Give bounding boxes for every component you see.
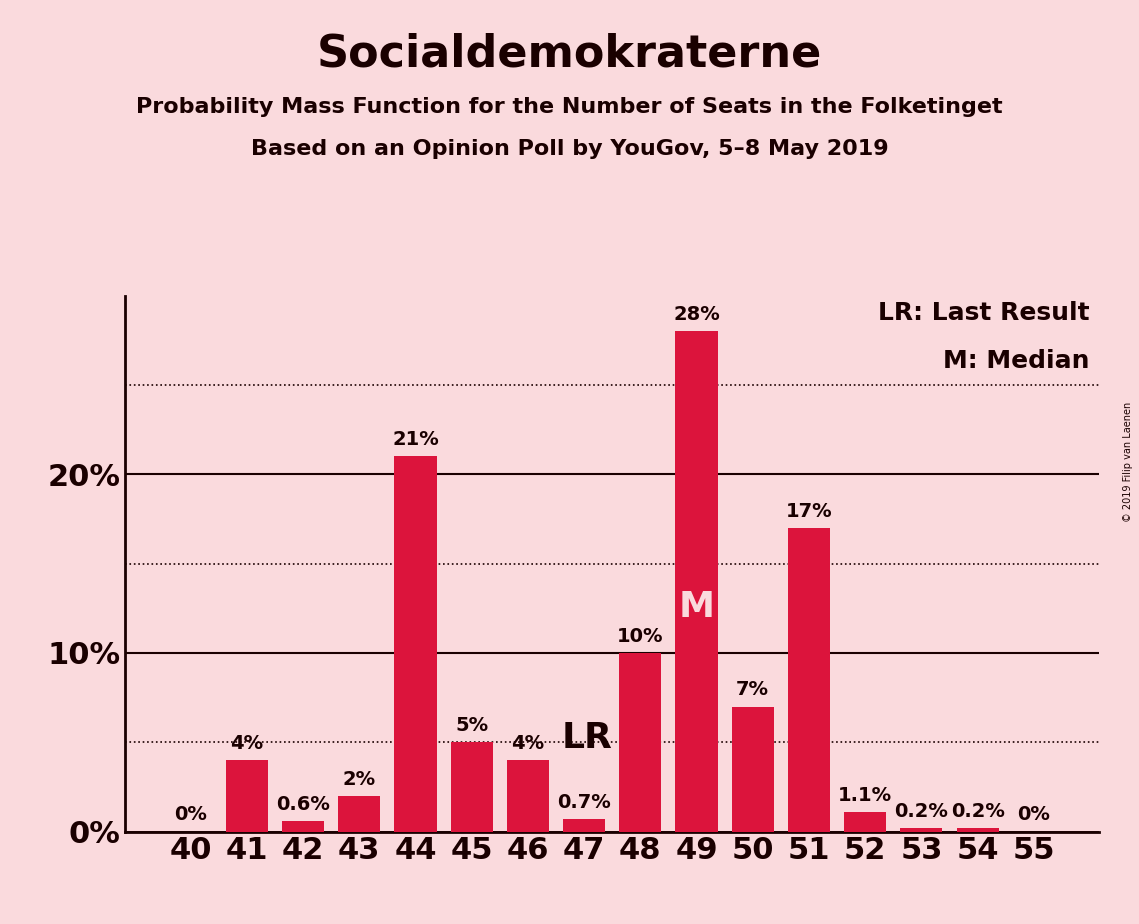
Bar [957,828,999,832]
Text: 17%: 17% [786,502,833,521]
Text: LR: LR [562,721,613,755]
Text: 10%: 10% [617,626,664,646]
Text: 2%: 2% [343,770,376,789]
Text: 0.6%: 0.6% [276,795,330,814]
Text: 4%: 4% [230,734,263,753]
Text: 0.2%: 0.2% [894,802,949,821]
Text: 1.1%: 1.1% [838,785,892,805]
Text: 28%: 28% [673,305,720,324]
Text: 7%: 7% [736,680,769,699]
Text: 0.7%: 0.7% [557,793,611,812]
Text: Probability Mass Function for the Number of Seats in the Folketinget: Probability Mass Function for the Number… [137,97,1002,117]
Bar [675,332,718,832]
Text: 0.2%: 0.2% [951,802,1005,821]
Bar [620,653,662,832]
Bar [844,812,886,832]
Text: 4%: 4% [511,734,544,753]
Text: 0%: 0% [174,806,207,824]
Bar [451,742,493,832]
Text: 21%: 21% [392,431,439,449]
Bar [900,828,942,832]
Text: Socialdemokraterne: Socialdemokraterne [317,32,822,76]
Bar [563,819,605,832]
Text: M: M [679,590,714,624]
Text: 5%: 5% [456,716,489,736]
Text: © 2019 Filip van Laenen: © 2019 Filip van Laenen [1123,402,1133,522]
Bar [394,456,436,832]
Bar [282,821,325,832]
Text: 0%: 0% [1017,806,1050,824]
Text: Based on an Opinion Poll by YouGov, 5–8 May 2019: Based on an Opinion Poll by YouGov, 5–8 … [251,139,888,159]
Bar [788,528,830,832]
Bar [338,796,380,832]
Text: LR: Last Result: LR: Last Result [878,301,1089,325]
Bar [507,760,549,832]
Bar [731,707,773,832]
Bar [226,760,268,832]
Text: M: Median: M: Median [943,349,1089,373]
